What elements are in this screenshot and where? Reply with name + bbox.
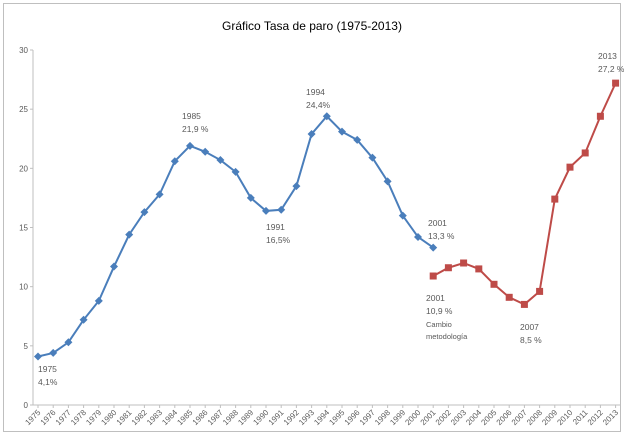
point [490, 280, 498, 288]
point [612, 79, 620, 87]
point [49, 348, 58, 357]
point [231, 167, 240, 176]
annotation: 4,1% [38, 377, 58, 387]
y-tick-label: 10 [19, 283, 28, 292]
point [475, 265, 483, 273]
annotation: 13,3 % [428, 231, 455, 241]
point [368, 153, 377, 162]
point [505, 293, 513, 301]
point [429, 272, 437, 280]
point [170, 157, 179, 166]
point [94, 296, 103, 305]
point [262, 206, 270, 215]
annotation: 1991 [266, 222, 285, 232]
annotation: 2013 [598, 51, 617, 61]
chart-frame [3, 3, 621, 432]
point [551, 195, 559, 203]
annotation: metodología [426, 332, 468, 341]
annotation: 24,4% [306, 100, 331, 110]
point [79, 315, 88, 324]
annotation: 1994 [306, 87, 325, 97]
annotation: 16,5% [266, 235, 291, 245]
point [110, 262, 118, 271]
point [246, 193, 255, 202]
point [155, 190, 164, 199]
point [520, 300, 528, 308]
point [444, 264, 452, 272]
point [216, 156, 225, 165]
point [186, 141, 194, 150]
point [429, 243, 438, 252]
point [566, 163, 574, 171]
point [414, 232, 422, 241]
point [64, 338, 73, 347]
point [322, 112, 331, 121]
point [338, 127, 346, 136]
y-tick-label: 0 [24, 401, 29, 410]
point [277, 205, 286, 214]
point [307, 130, 316, 139]
annotation: 1975 [38, 364, 57, 374]
point [460, 259, 468, 267]
annotation: 10,9 % [426, 306, 453, 316]
point [201, 147, 210, 156]
y-tick-label: 20 [19, 164, 28, 173]
annotation: 2001 [428, 218, 447, 228]
point [140, 208, 149, 217]
y-tick-label: 15 [19, 224, 28, 233]
annotation: Cambio [426, 320, 452, 329]
annotation: 2001 [426, 293, 445, 303]
annotation: 27,2 % [598, 64, 624, 74]
point [398, 211, 407, 220]
point [34, 352, 42, 361]
point [292, 182, 301, 191]
point [125, 230, 134, 239]
annotation: 8,5 % [520, 335, 542, 345]
annotation: 1985 [182, 111, 201, 121]
annotation: 21,9 % [182, 124, 209, 134]
chart-title: Gráfico Tasa de paro (1975-2013) [222, 19, 402, 33]
y-tick-label: 5 [24, 342, 29, 351]
point [581, 149, 589, 157]
point [353, 135, 362, 144]
y-tick-label: 30 [19, 46, 28, 55]
point [596, 112, 604, 120]
point [383, 177, 392, 186]
annotation: 2007 [520, 322, 539, 332]
point [536, 287, 544, 295]
y-tick-label: 25 [19, 105, 28, 114]
